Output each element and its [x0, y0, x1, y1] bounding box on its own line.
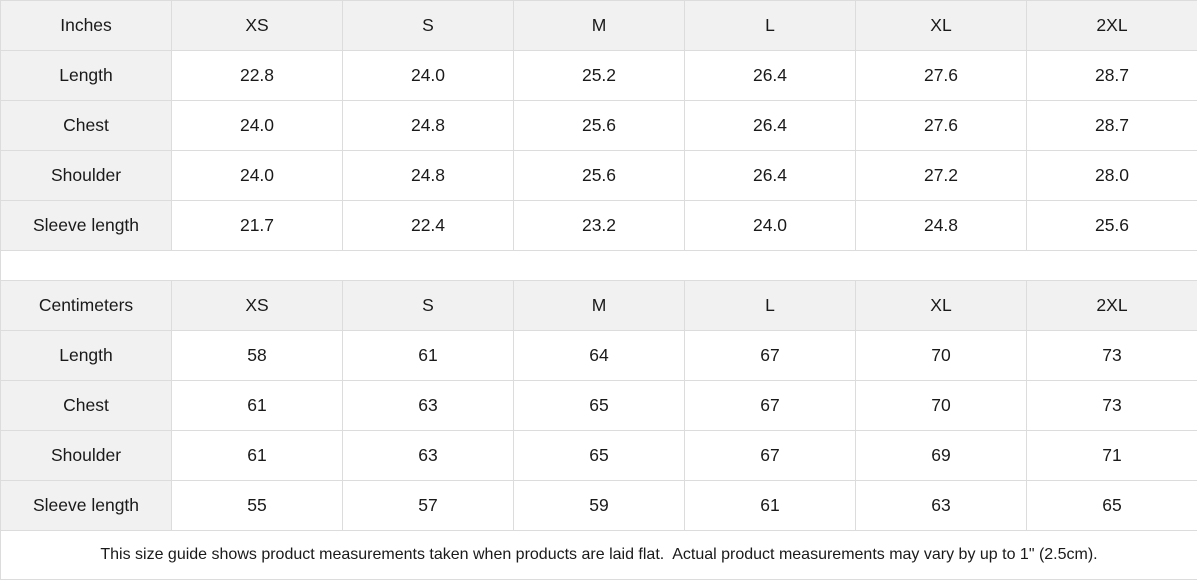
size-guide-note: This size guide shows product measuremen…	[0, 530, 1197, 580]
centimeters-header-row: Centimeters XS S M L XL 2XL	[0, 280, 1197, 331]
measurement-value: 22.8	[171, 50, 343, 101]
measurement-value: 73	[1026, 330, 1197, 381]
size-column-header: 2XL	[1026, 0, 1197, 51]
measurement-value: 67	[684, 430, 856, 481]
measurement-value: 25.2	[513, 50, 685, 101]
footer-row: This size guide shows product measuremen…	[0, 530, 1197, 580]
measurement-value: 25.6	[513, 150, 685, 201]
measurement-value: 61	[171, 430, 343, 481]
measurement-value: 23.2	[513, 200, 685, 251]
measurement-value: 59	[513, 480, 685, 531]
measurement-value: 26.4	[684, 50, 856, 101]
measurement-value: 58	[171, 330, 343, 381]
measurement-value: 64	[513, 330, 685, 381]
measurement-value: 22.4	[342, 200, 514, 251]
measurement-value: 24.0	[171, 150, 343, 201]
measurement-value: 28.7	[1026, 100, 1197, 151]
table-row-chest-cm: Chest 61 63 65 67 70 73	[0, 380, 1197, 431]
table-row-chest-inches: Chest 24.0 24.8 25.6 26.4 27.6 28.7	[0, 100, 1197, 151]
size-column-header: XS	[171, 280, 343, 331]
table-row-sleeve-cm: Sleeve length 55 57 59 61 63 65	[0, 480, 1197, 531]
measurement-label: Sleeve length	[0, 480, 172, 531]
measurement-label: Chest	[0, 380, 172, 431]
unit-label-inches: Inches	[0, 0, 172, 51]
measurement-value: 28.7	[1026, 50, 1197, 101]
measurement-value: 25.6	[1026, 200, 1197, 251]
size-column-header: 2XL	[1026, 280, 1197, 331]
table-row-shoulder-cm: Shoulder 61 63 65 67 69 71	[0, 430, 1197, 481]
measurement-value: 27.6	[855, 50, 1027, 101]
table-row-sleeve-inches: Sleeve length 21.7 22.4 23.2 24.0 24.8 2…	[0, 200, 1197, 251]
measurement-value: 65	[513, 380, 685, 431]
measurement-value: 65	[513, 430, 685, 481]
measurement-value: 28.0	[1026, 150, 1197, 201]
measurement-label: Chest	[0, 100, 172, 151]
measurement-value: 26.4	[684, 150, 856, 201]
measurement-value: 67	[684, 330, 856, 381]
measurement-value: 73	[1026, 380, 1197, 431]
size-column-header: XL	[855, 0, 1027, 51]
measurement-value: 70	[855, 380, 1027, 431]
measurement-label: Shoulder	[0, 430, 172, 481]
measurement-label: Length	[0, 50, 172, 101]
size-column-header: XL	[855, 280, 1027, 331]
measurement-value: 25.6	[513, 100, 685, 151]
measurement-value: 24.8	[342, 150, 514, 201]
measurement-value: 24.8	[855, 200, 1027, 251]
size-column-header: M	[513, 0, 685, 51]
measurement-value: 63	[342, 380, 514, 431]
table-spacer	[0, 250, 1197, 281]
measurement-value: 63	[855, 480, 1027, 531]
measurement-value: 57	[342, 480, 514, 531]
measurement-value: 27.2	[855, 150, 1027, 201]
measurement-value: 24.0	[684, 200, 856, 251]
table-row-length-cm: Length 58 61 64 67 70 73	[0, 330, 1197, 381]
measurement-label: Shoulder	[0, 150, 172, 201]
measurement-label: Length	[0, 330, 172, 381]
measurement-value: 61	[342, 330, 514, 381]
measurement-value: 70	[855, 330, 1027, 381]
table-row-length-inches: Length 22.8 24.0 25.2 26.4 27.6 28.7	[0, 50, 1197, 101]
size-column-header: L	[684, 0, 856, 51]
measurement-label: Sleeve length	[0, 200, 172, 251]
inches-header-row: Inches XS S M L XL 2XL	[0, 0, 1197, 51]
table-row-shoulder-inches: Shoulder 24.0 24.8 25.6 26.4 27.2 28.0	[0, 150, 1197, 201]
measurement-value: 21.7	[171, 200, 343, 251]
measurement-value: 63	[342, 430, 514, 481]
measurement-value: 27.6	[855, 100, 1027, 151]
measurement-value: 26.4	[684, 100, 856, 151]
size-column-header: S	[342, 280, 514, 331]
unit-label-centimeters: Centimeters	[0, 280, 172, 331]
measurement-value: 55	[171, 480, 343, 531]
measurement-value: 71	[1026, 430, 1197, 481]
measurement-value: 24.8	[342, 100, 514, 151]
measurement-value: 61	[171, 380, 343, 431]
measurement-value: 61	[684, 480, 856, 531]
measurement-value: 67	[684, 380, 856, 431]
size-column-header: M	[513, 280, 685, 331]
measurement-value: 69	[855, 430, 1027, 481]
measurement-value: 24.0	[342, 50, 514, 101]
measurement-value: 24.0	[171, 100, 343, 151]
size-column-header: S	[342, 0, 514, 51]
measurement-value: 65	[1026, 480, 1197, 531]
size-column-header: XS	[171, 0, 343, 51]
size-column-header: L	[684, 280, 856, 331]
